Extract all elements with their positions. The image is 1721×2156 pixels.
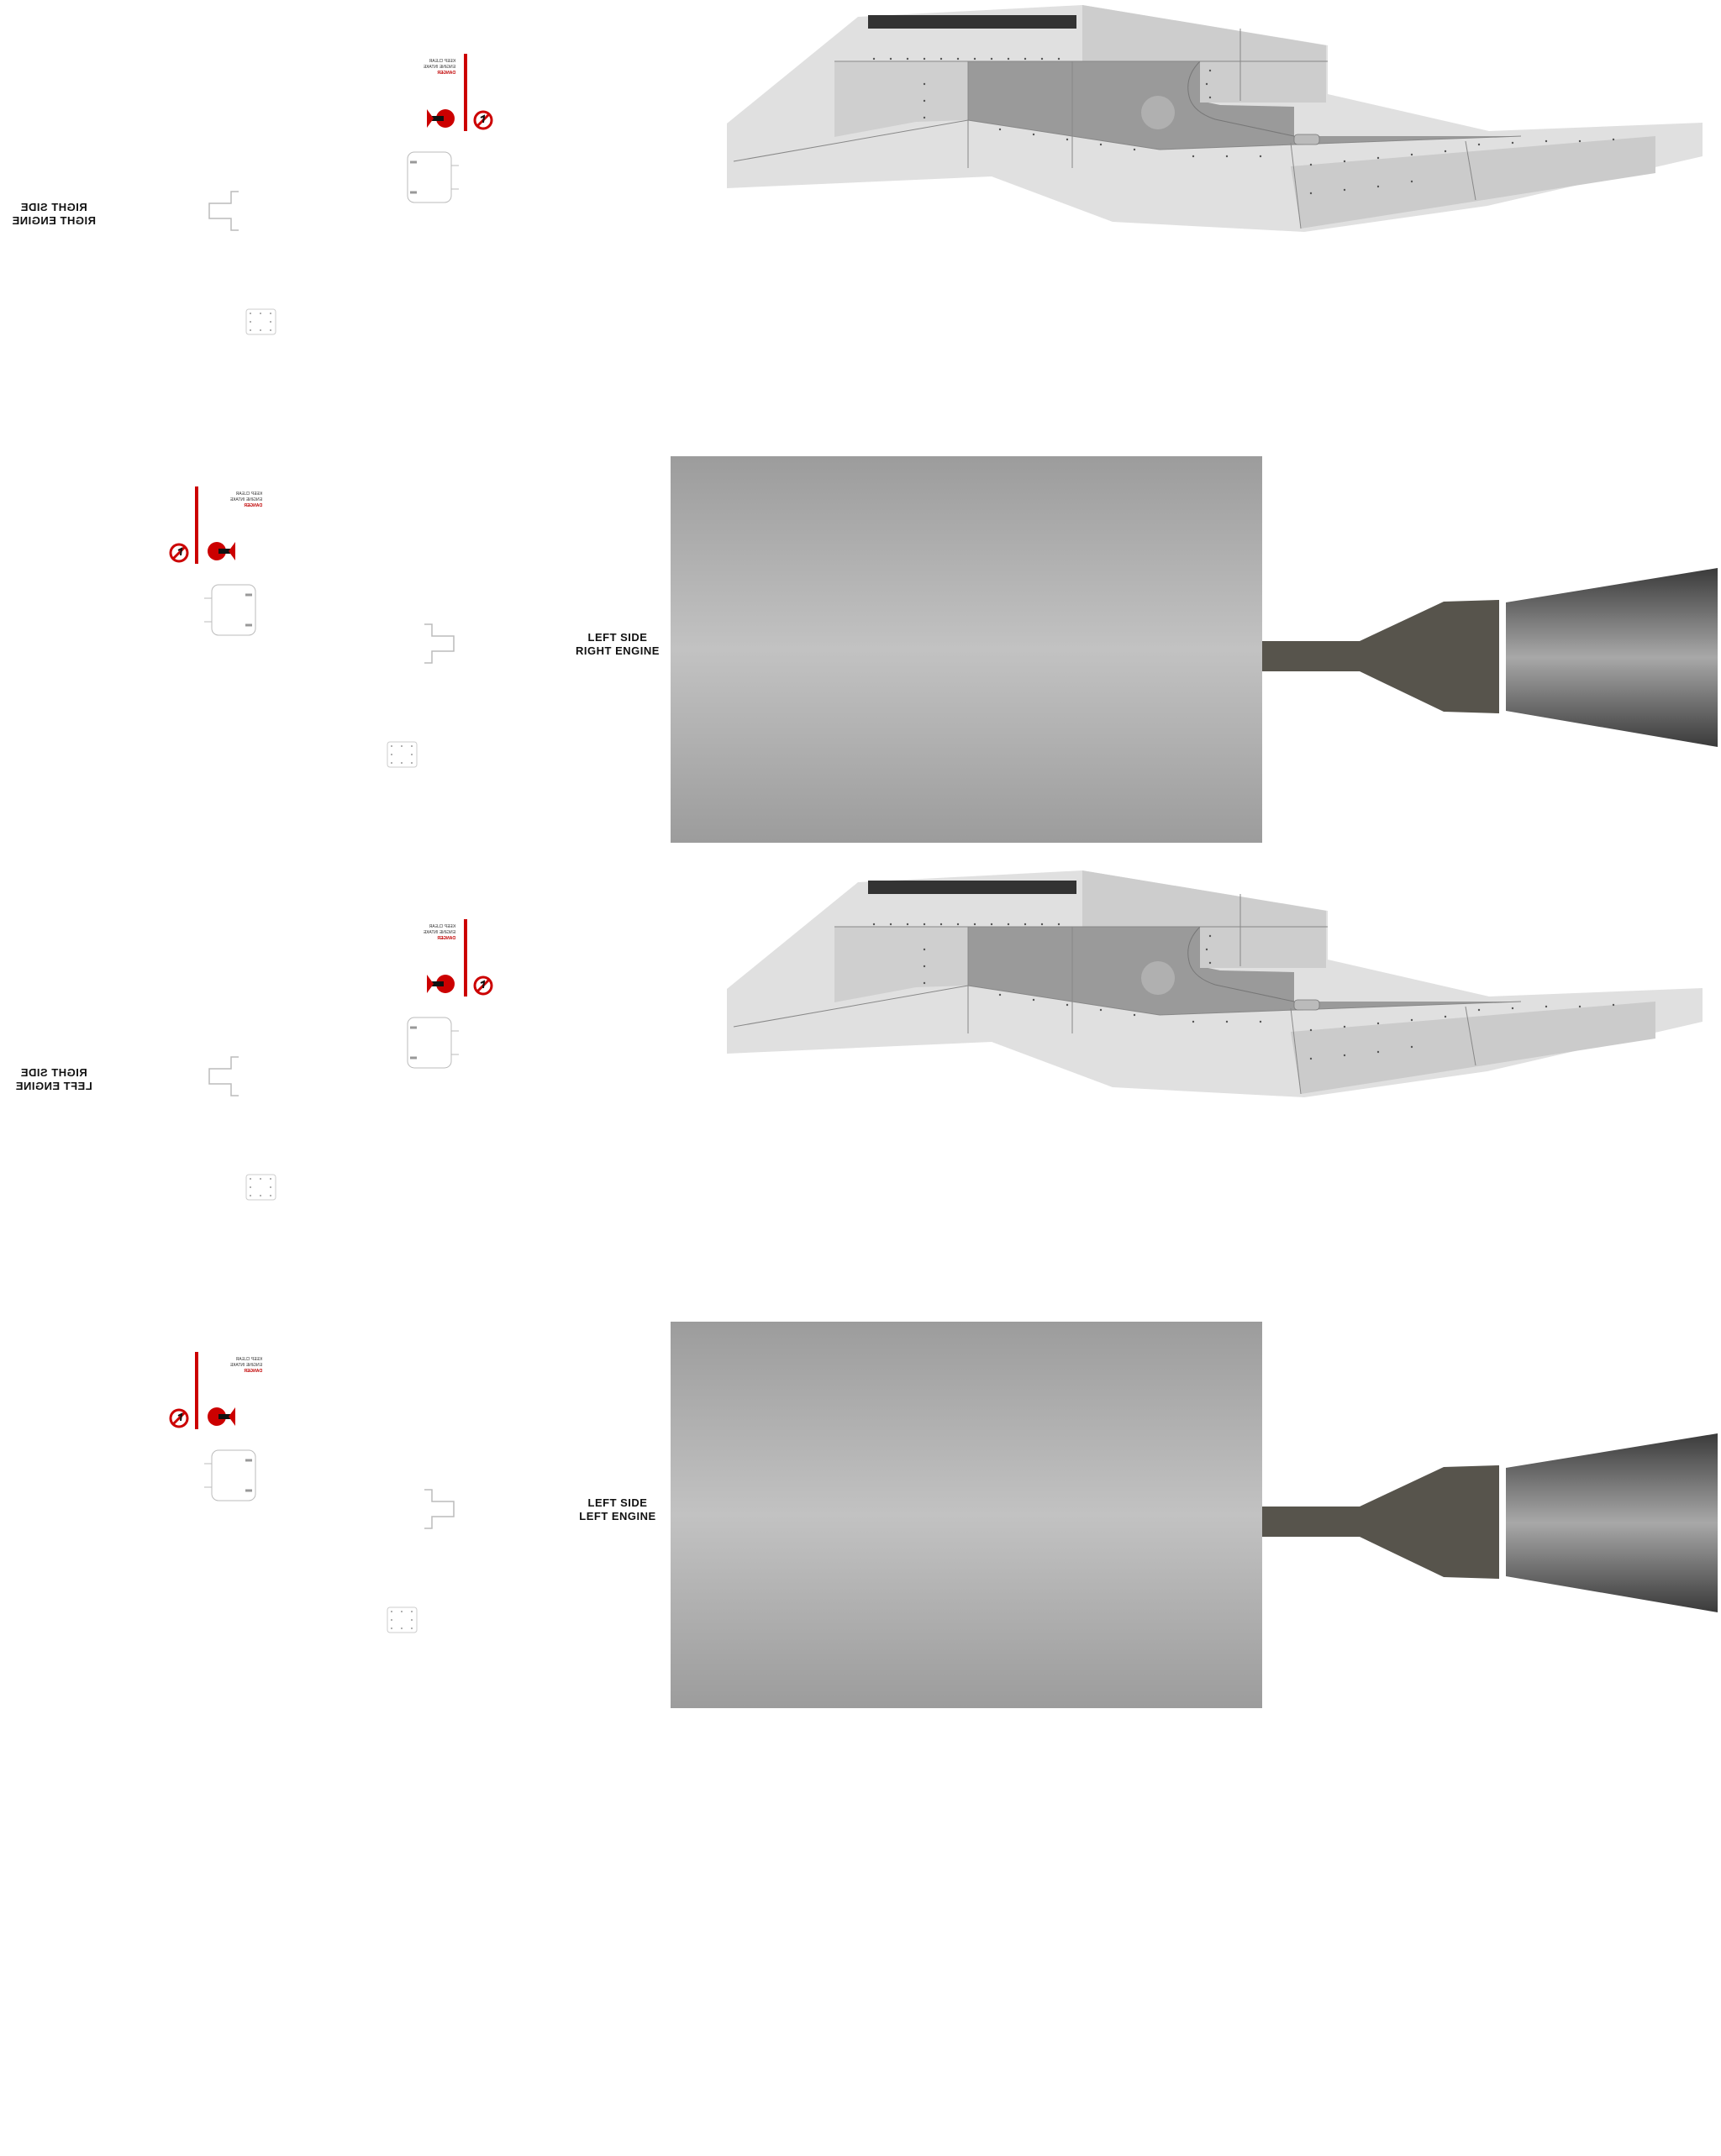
bracket-icon (424, 623, 455, 664)
access-panel-icon (407, 151, 459, 203)
warning-stripe (195, 486, 198, 564)
decal-cluster (208, 54, 493, 335)
rivet-rows (872, 57, 1615, 195)
engine-drum-assembly (671, 1322, 1718, 1708)
panel-label: LEFT SIDE LEFT ENGINE (567, 1496, 668, 1523)
inspection-port (1141, 961, 1175, 995)
panel-label: LEFT SIDE RIGHT ENGINE (567, 631, 668, 658)
access-panel-icon (204, 1449, 256, 1501)
nacelle-profile (727, 5, 1703, 232)
engine-label: RIGHT ENGINE (576, 644, 660, 657)
nozzle-cone (1360, 600, 1499, 713)
inspection-port (1141, 96, 1175, 129)
engine-drum (671, 456, 1262, 843)
center-panel (968, 61, 1521, 150)
warning-stripe (464, 54, 467, 131)
aft-lower-panel (1291, 136, 1655, 229)
nozzle-exhaust (1506, 568, 1718, 747)
bracket-icon (424, 1489, 455, 1529)
small-plate-icon (245, 1174, 276, 1201)
top-stripe (868, 15, 1076, 29)
panel-left-engine-right-side: RIGHT SIDE LEFT ENGINE (0, 865, 1721, 1726)
no-step-icon (169, 543, 189, 563)
rivet-rows (872, 923, 1615, 1060)
bracket-icon (208, 191, 239, 231)
forward-panel (834, 927, 968, 1002)
intake-hazard-icon (427, 975, 455, 993)
no-step-icon (473, 975, 493, 996)
engine-drum (671, 1322, 1262, 1708)
texture-sheet: RIGHT SIDE RIGHT ENGINE (0, 0, 1721, 1708)
engine-label: LEFT ENGINE (579, 1510, 656, 1522)
access-panel-icon (204, 584, 256, 636)
engine-shaft (1262, 1507, 1360, 1537)
access-panel-icon (407, 1017, 459, 1069)
decal-cluster (208, 919, 493, 1201)
warning-stripe (464, 919, 467, 996)
engine-drum-assembly (671, 456, 1718, 843)
top-stripe (868, 881, 1076, 894)
no-step-icon (473, 110, 493, 130)
panel-left-engine-left-side: LEFT SIDE LEFT ENGINE (0, 1296, 1721, 2156)
decal-cluster (169, 486, 455, 768)
no-step-icon (169, 1408, 189, 1428)
side-label: LEFT SIDE (587, 1496, 648, 1509)
nozzle-cone (1360, 1465, 1499, 1579)
side-label: LEFT SIDE (587, 631, 648, 644)
panel-right-engine-right-side: RIGHT SIDE RIGHT ENGINE (0, 0, 1721, 860)
forward-panel (834, 61, 968, 137)
warning-stripe (195, 1352, 198, 1429)
panel-right-engine-left-side: LEFT SIDE RIGHT ENGINE (0, 430, 1721, 1291)
aft-lower-panel (1291, 1002, 1655, 1094)
small-plate-icon (387, 1606, 418, 1633)
center-panel (968, 927, 1521, 1015)
upper-aft-panel (1082, 870, 1326, 968)
upper-aft-panel (1082, 5, 1326, 103)
decal-cluster (169, 1352, 455, 1633)
intake-hazard-icon (427, 109, 455, 128)
small-plate-icon (245, 308, 276, 335)
nacelle-profile (727, 870, 1703, 1097)
intake-hazard-icon (208, 1407, 235, 1426)
small-plate-icon (387, 741, 418, 768)
bracket-icon (208, 1056, 239, 1096)
intake-hazard-icon (208, 542, 235, 560)
engine-shaft (1262, 641, 1360, 671)
nozzle-exhaust (1506, 1433, 1718, 1612)
